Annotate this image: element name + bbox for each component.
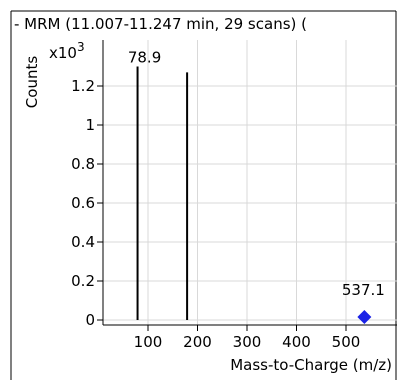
y-tick-label: 0.6: [71, 194, 95, 212]
x-tick-label: 300: [233, 333, 262, 351]
y-tick-label: 0: [85, 311, 95, 329]
y-tick-label: 1: [85, 116, 95, 134]
chart-title: - MRM (11.007-11.247 min, 29 scans) (: [14, 15, 307, 33]
y-axis-multiplier-exponent: 3: [77, 40, 85, 54]
y-tick-label: 0.2: [71, 272, 95, 290]
x-axis-label: Mass-to-Charge (m/z): [230, 356, 392, 374]
x-tick-label: 500: [332, 333, 361, 351]
peak-label: 537.1: [342, 281, 385, 299]
y-axis-multiplier-base: x10: [49, 44, 77, 62]
y-tick-label: 0.4: [71, 233, 95, 251]
x-tick-label: 200: [183, 333, 212, 351]
y-axis-multiplier: x103: [49, 40, 85, 62]
precursor-diamond-marker: [357, 310, 372, 324]
peak-label: 78.9: [128, 49, 161, 67]
y-axis-label: Counts: [23, 56, 41, 109]
y-tick-label: 0.8: [71, 155, 95, 173]
x-tick-label: 400: [282, 333, 311, 351]
y-tick-label: 1.2: [71, 77, 95, 95]
x-tick-label: 100: [134, 333, 163, 351]
